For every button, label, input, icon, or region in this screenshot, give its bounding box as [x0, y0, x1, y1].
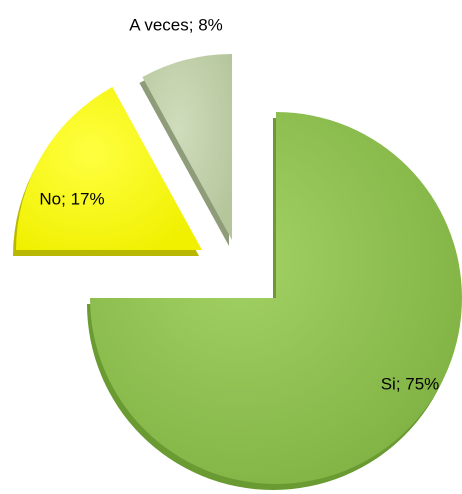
slice — [16, 87, 202, 250]
slice — [142, 54, 232, 240]
slice — [90, 112, 462, 484]
data-label: A veces; 8% — [129, 15, 223, 34]
data-label: Si; 75% — [381, 374, 440, 393]
data-label: No; 17% — [39, 189, 104, 208]
